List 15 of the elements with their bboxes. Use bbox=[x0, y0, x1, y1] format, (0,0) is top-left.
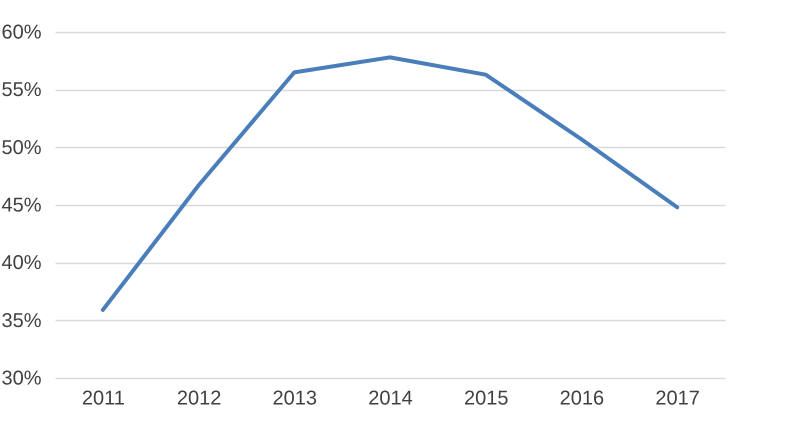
y-tick-label: 50% bbox=[1, 136, 42, 159]
x-tick-label: 2017 bbox=[655, 388, 700, 410]
y-tick-label: 45% bbox=[1, 194, 42, 216]
y-tick-label: 30% bbox=[1, 368, 42, 390]
y-tick-label: 35% bbox=[1, 310, 42, 332]
x-tick-label: 2011 bbox=[82, 388, 125, 410]
line-series bbox=[100, 55, 680, 312]
x-tick-label: 2013 bbox=[272, 388, 318, 410]
x-tick-label: 2016 bbox=[560, 388, 604, 410]
y-tick-label: 40% bbox=[1, 252, 42, 274]
y-tick-label: 60% bbox=[1, 22, 42, 44]
x-tick-label: 2012 bbox=[176, 388, 222, 410]
y-tick-label: 55% bbox=[1, 79, 42, 102]
x-tick-label: 2015 bbox=[464, 388, 508, 410]
x-tick-label: 2014 bbox=[368, 388, 413, 410]
